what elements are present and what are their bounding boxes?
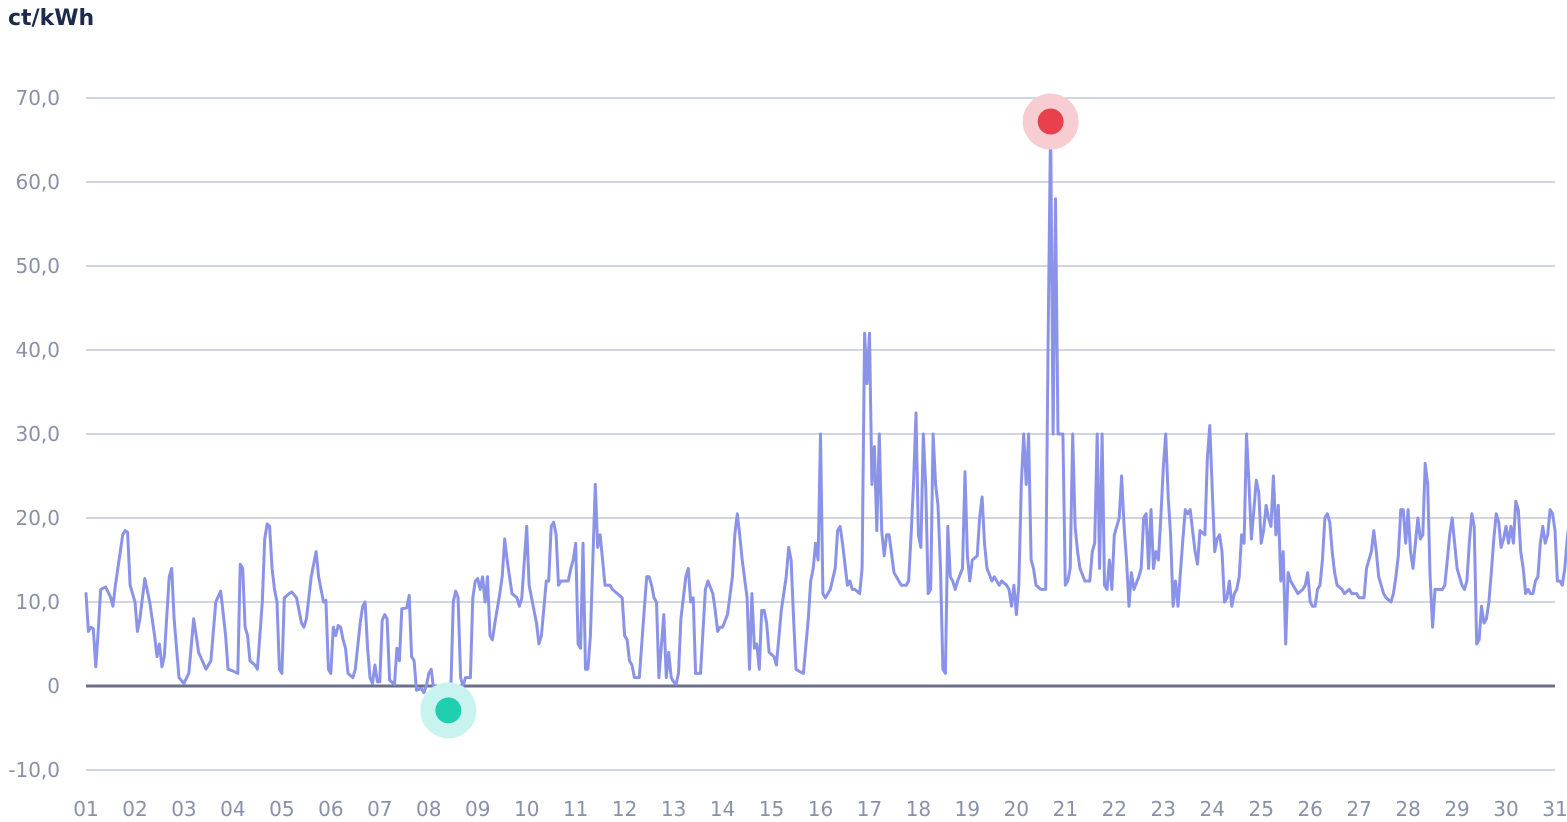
x-tick-label: 31 xyxy=(1542,797,1567,821)
grid-lines xyxy=(86,97,1555,771)
x-tick-label: 11 xyxy=(563,797,588,821)
y-tick-label: 10,0 xyxy=(15,590,60,614)
y-tick-labels: -10,0 0 10,0 20,0 30,0 40,0 50,0 60,0 70,0 xyxy=(8,86,60,782)
x-tick-label: 15 xyxy=(759,797,784,821)
x-tick-label: 14 xyxy=(710,797,735,821)
x-tick-label: 18 xyxy=(906,797,931,821)
y-tick-label: 70,0 xyxy=(15,86,60,110)
max-point-marker xyxy=(1037,108,1064,135)
x-tick-label: 04 xyxy=(220,797,245,821)
x-tick-label: 16 xyxy=(808,797,833,821)
x-tick-label: 21 xyxy=(1053,797,1078,821)
x-tick-label: 23 xyxy=(1151,797,1176,821)
y-tick-label: 0 xyxy=(47,674,60,698)
x-tick-label: 28 xyxy=(1395,797,1420,821)
y-tick-label: 50,0 xyxy=(15,254,60,278)
x-tick-label: 29 xyxy=(1444,797,1469,821)
y-tick-label: 60,0 xyxy=(15,170,60,194)
x-tick-label: 05 xyxy=(269,797,294,821)
x-tick-label: 01 xyxy=(73,797,98,821)
x-tick-label: 07 xyxy=(367,797,392,821)
x-tick-label: 19 xyxy=(955,797,980,821)
x-tick-label: 13 xyxy=(661,797,686,821)
x-tick-label: 03 xyxy=(171,797,196,821)
y-tick-label: 30,0 xyxy=(15,422,60,446)
x-tick-label: 26 xyxy=(1297,797,1322,821)
x-tick-label: 10 xyxy=(514,797,539,821)
x-tick-label: 20 xyxy=(1004,797,1029,821)
x-tick-label: 09 xyxy=(465,797,490,821)
y-axis-unit-label: ct/kWh xyxy=(8,6,95,31)
x-tick-label: 22 xyxy=(1102,797,1127,821)
min-point-marker xyxy=(435,697,462,724)
x-tick-label: 17 xyxy=(857,797,882,821)
series-layer xyxy=(84,120,1567,712)
x-tick-label: 12 xyxy=(612,797,637,821)
y-tick-label: 40,0 xyxy=(15,338,60,362)
x-tick-label: 30 xyxy=(1493,797,1518,821)
extreme-markers xyxy=(420,93,1079,739)
x-tick-label: 24 xyxy=(1200,797,1225,821)
x-tick-label: 06 xyxy=(318,797,343,821)
y-tick-label: 20,0 xyxy=(15,506,60,530)
x-tick-label: 02 xyxy=(122,797,147,821)
price-series-line xyxy=(84,120,1567,712)
y-tick-label: -10,0 xyxy=(8,758,60,782)
x-tick-labels: 01 02 03 04 05 06 07 08 09 10 11 12 13 14 15 16 17 18 19 20… xyxy=(73,797,1567,821)
x-tick-label: 25 xyxy=(1248,797,1273,821)
x-tick-label: 08 xyxy=(416,797,441,821)
x-tick-label: 27 xyxy=(1346,797,1371,821)
